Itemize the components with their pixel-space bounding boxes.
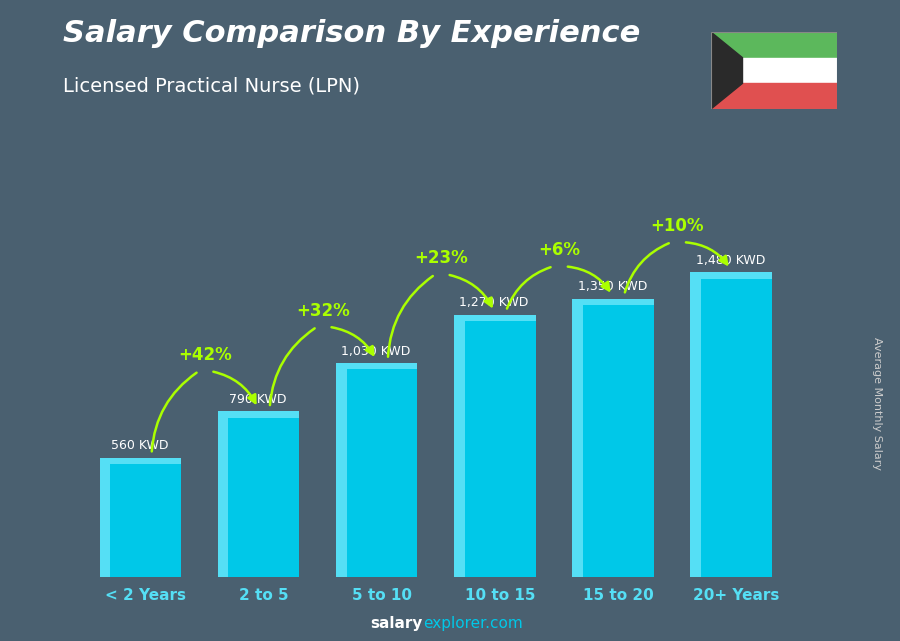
FancyBboxPatch shape bbox=[336, 369, 346, 577]
Bar bbox=[711, 83, 837, 109]
FancyBboxPatch shape bbox=[572, 305, 583, 577]
Text: salary: salary bbox=[371, 617, 423, 631]
Bar bbox=[711, 32, 837, 58]
Text: 560 KWD: 560 KWD bbox=[111, 440, 168, 453]
Text: +42%: +42% bbox=[178, 346, 231, 364]
FancyBboxPatch shape bbox=[100, 458, 181, 464]
Text: 790 KWD: 790 KWD bbox=[230, 393, 287, 406]
Bar bbox=[229, 418, 299, 577]
FancyBboxPatch shape bbox=[336, 363, 418, 369]
Polygon shape bbox=[711, 32, 742, 109]
Text: explorer.com: explorer.com bbox=[423, 617, 523, 631]
FancyBboxPatch shape bbox=[100, 464, 110, 577]
Bar bbox=[701, 279, 772, 577]
Text: +10%: +10% bbox=[651, 217, 704, 235]
Bar bbox=[464, 321, 536, 577]
Bar bbox=[346, 369, 418, 577]
Text: +6%: +6% bbox=[538, 241, 580, 260]
Text: +23%: +23% bbox=[414, 249, 468, 267]
Text: +32%: +32% bbox=[296, 302, 350, 320]
Text: Licensed Practical Nurse (LPN): Licensed Practical Nurse (LPN) bbox=[63, 77, 360, 96]
FancyBboxPatch shape bbox=[690, 272, 772, 279]
FancyBboxPatch shape bbox=[218, 418, 229, 577]
Text: 1,350 KWD: 1,350 KWD bbox=[578, 280, 647, 294]
FancyBboxPatch shape bbox=[690, 279, 701, 577]
Bar bbox=[711, 58, 837, 83]
Text: Average Monthly Salary: Average Monthly Salary bbox=[872, 337, 883, 470]
FancyBboxPatch shape bbox=[454, 315, 536, 321]
Text: Salary Comparison By Experience: Salary Comparison By Experience bbox=[63, 19, 640, 48]
FancyBboxPatch shape bbox=[218, 412, 299, 418]
FancyBboxPatch shape bbox=[454, 321, 464, 577]
FancyBboxPatch shape bbox=[572, 299, 653, 305]
Text: 1,030 KWD: 1,030 KWD bbox=[341, 345, 410, 358]
Text: 1,480 KWD: 1,480 KWD bbox=[696, 254, 765, 267]
Text: 1,270 KWD: 1,270 KWD bbox=[460, 296, 529, 310]
Bar bbox=[583, 305, 653, 577]
Bar bbox=[110, 464, 181, 577]
